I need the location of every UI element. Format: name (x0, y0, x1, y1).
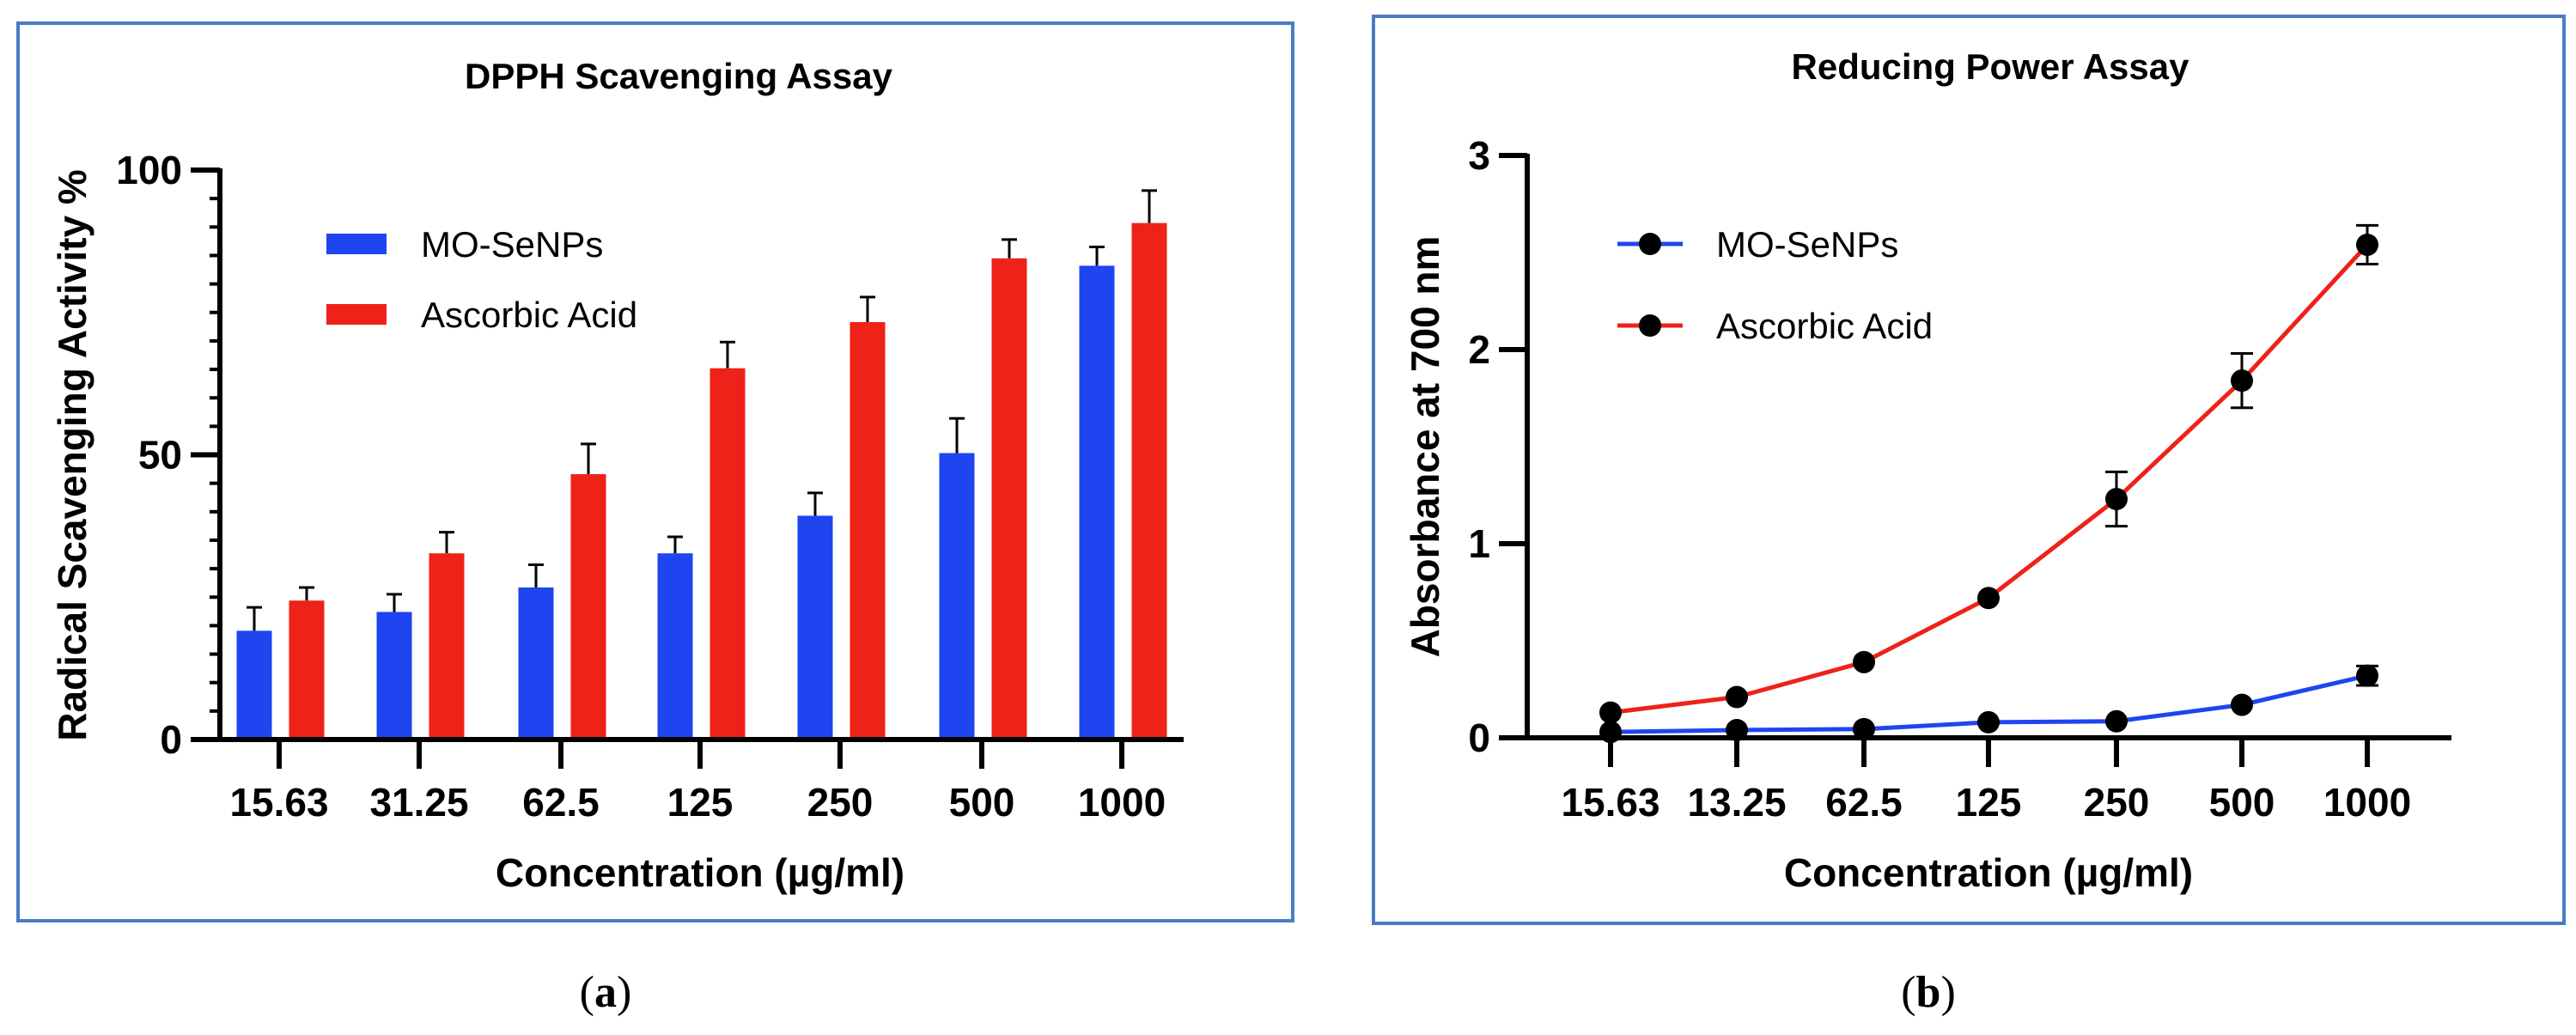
bar-mo-senps (236, 630, 272, 740)
chart-a-marks: 0 50 100 15.63 31.25 62.5 125 250 500 1000 (116, 148, 1184, 825)
x-tick-label: 62.5 (522, 780, 600, 825)
chart-b-legend: MO-SeNPs Ascorbic Acid (1617, 224, 1933, 346)
bar-mo-senps (518, 587, 554, 740)
x-tick-label: 62.5 (1825, 780, 1903, 825)
chart-b-title: Reducing Power Assay (1792, 46, 2190, 87)
panel-b: Reducing Power Assay Absorbance at 700 n… (1372, 15, 2566, 1017)
x-tick-label: 31.25 (369, 780, 468, 825)
bar-mo-senps (797, 515, 833, 740)
y-tick-label: 0 (1468, 715, 1490, 760)
legend-marker-aa (1639, 314, 1661, 337)
bar-ascorbic-acid (1131, 222, 1167, 740)
legend-swatch-aa (326, 304, 387, 325)
bar-mo-senps (1079, 265, 1115, 740)
caption-a: (a) (580, 968, 632, 1017)
bar-mo-senps (657, 553, 693, 740)
data-point-mo-senps (1599, 721, 1622, 744)
x-tick-label: 15.63 (1561, 780, 1659, 825)
data-point-mo-senps (2231, 693, 2253, 716)
x-tick-label: 250 (2084, 780, 2150, 825)
chart-a-xlabel: Concentration (µg/ml) (496, 850, 904, 895)
data-point-mo-senps (1977, 710, 2000, 734)
data-point-mo-senps (1726, 718, 1748, 741)
bar-ascorbic-acid (289, 600, 325, 740)
data-point-ascorbic-acid (1726, 685, 1748, 709)
x-tick-label: 500 (2209, 780, 2275, 825)
y-tick-label: 3 (1468, 133, 1490, 178)
chart-b-marks: 0 1 2 3 15.63 13.25 62.5 125 250 500 1000 (1468, 133, 2451, 825)
legend-label-aa: Ascorbic Acid (421, 295, 637, 335)
x-tick-label: 250 (807, 780, 874, 825)
y-tick-label: 2 (1468, 327, 1490, 372)
data-point-mo-senps (2356, 664, 2378, 687)
x-tick-label: 125 (1956, 780, 2022, 825)
bar-ascorbic-acid (991, 258, 1027, 740)
bar-ascorbic-acid (429, 553, 465, 740)
y-tick-label: 1 (1468, 521, 1490, 566)
panel-b-frame (1372, 15, 2566, 925)
panel-a: DPPH Scavenging Assay Radical Scavenging… (16, 21, 1294, 1017)
data-point-mo-senps (2105, 709, 2128, 733)
panel-a-frame (16, 21, 1294, 922)
chart-a-title: DPPH Scavenging Assay (465, 56, 893, 96)
chart-b-ylabel: Absorbance at 700 nm (1403, 236, 1447, 658)
chart-a-legend: MO-SeNPs Ascorbic Acid (326, 224, 637, 335)
bar-ascorbic-acid (570, 474, 606, 740)
data-point-ascorbic-acid (2105, 488, 2128, 511)
bar-mo-senps (376, 612, 412, 740)
caption-b: (b) (1901, 968, 1956, 1017)
y-tick-label: 100 (116, 148, 182, 192)
legend-marker-mo (1639, 233, 1661, 255)
y-tick-label: 0 (160, 717, 182, 762)
data-point-ascorbic-acid (1853, 650, 1875, 673)
x-tick-label: 1000 (2323, 780, 2411, 825)
chart-b-xlabel: Concentration (µg/ml) (1784, 850, 2193, 895)
x-tick-label: 125 (667, 780, 734, 825)
data-point-ascorbic-acid (1977, 587, 2000, 610)
chart-a-ylabel: Radical Scavenging Activity % (50, 169, 94, 741)
bar-ascorbic-acid (850, 322, 886, 740)
x-tick-label: 500 (949, 780, 1015, 825)
data-point-ascorbic-acid (1599, 701, 1622, 724)
y-tick-label: 50 (138, 433, 182, 478)
data-point-mo-senps (1853, 717, 1875, 740)
legend-label-aa-b: Ascorbic Acid (1716, 306, 1933, 346)
x-tick-label: 13.25 (1687, 780, 1786, 825)
legend-label-mo: MO-SeNPs (421, 224, 603, 265)
x-tick-label: 15.63 (229, 780, 328, 825)
x-tick-label: 1000 (1078, 780, 1166, 825)
bar-mo-senps (939, 453, 975, 740)
legend-label-mo-b: MO-SeNPs (1716, 224, 1898, 265)
bar-ascorbic-acid (709, 368, 746, 740)
data-point-ascorbic-acid (2231, 369, 2253, 393)
legend-swatch-mo (326, 234, 387, 254)
data-point-ascorbic-acid (2356, 233, 2378, 256)
